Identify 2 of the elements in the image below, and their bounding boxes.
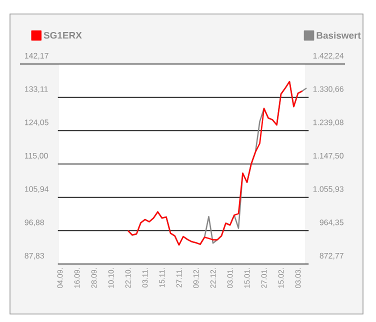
legend-label: Basiswert xyxy=(316,32,361,39)
legend-label: SG1ERX xyxy=(44,32,82,39)
